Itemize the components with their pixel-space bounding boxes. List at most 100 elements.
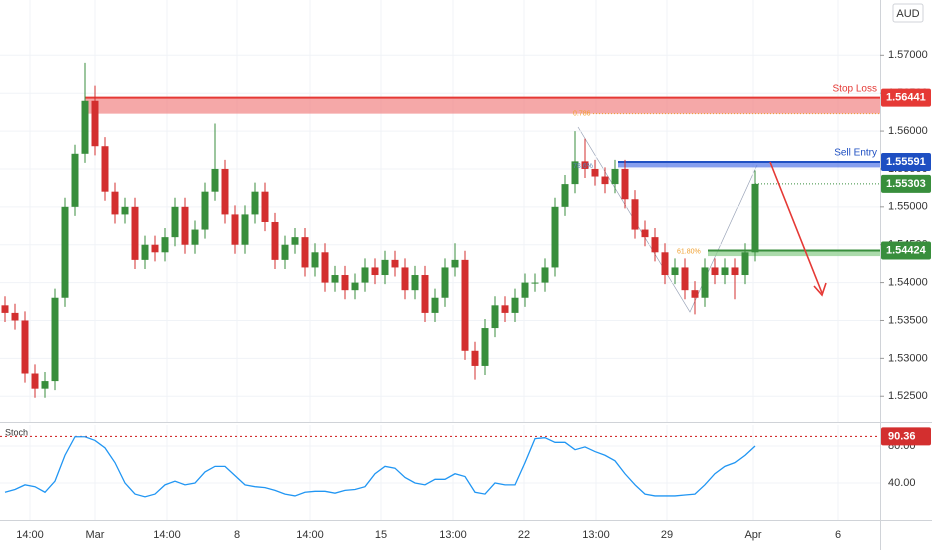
candle-body bbox=[711, 267, 719, 276]
candle-body bbox=[191, 229, 199, 245]
level-zone bbox=[618, 162, 880, 168]
candle-body bbox=[551, 206, 559, 268]
candle-body bbox=[161, 237, 169, 253]
x-tick-label: 13:00 bbox=[439, 529, 467, 541]
candle-body bbox=[301, 237, 309, 268]
candle-body bbox=[571, 161, 579, 185]
candle-body bbox=[351, 282, 359, 291]
price-label-box bbox=[881, 153, 931, 172]
candle-body bbox=[201, 191, 209, 230]
candle-body bbox=[721, 267, 729, 276]
candle-body bbox=[341, 275, 349, 291]
candle-body bbox=[451, 259, 459, 268]
candle-body bbox=[101, 146, 109, 192]
y-tick-label: 1.55000 bbox=[888, 201, 928, 213]
candle-body bbox=[431, 297, 439, 313]
y-tick-label: 1.52500 bbox=[888, 390, 928, 402]
candle-body bbox=[411, 275, 419, 291]
x-tick-label: 6 bbox=[835, 529, 841, 541]
price-label-box bbox=[881, 427, 931, 446]
stoch-title: Stoch bbox=[5, 427, 28, 437]
candle-body bbox=[111, 191, 119, 215]
candle-body bbox=[661, 252, 669, 276]
projection-arrow bbox=[769, 161, 823, 294]
candle-body bbox=[391, 259, 399, 268]
candle-body bbox=[271, 221, 279, 260]
candle-body bbox=[471, 350, 479, 366]
candle-body bbox=[121, 206, 129, 215]
y-tick-label: 1.57000 bbox=[888, 49, 928, 61]
candle-body bbox=[1, 305, 9, 313]
candle-body bbox=[481, 328, 489, 366]
candle-body bbox=[641, 229, 649, 238]
x-tick-label: 22 bbox=[518, 529, 530, 541]
fib-label: 78.6% bbox=[573, 163, 593, 170]
candle-body bbox=[681, 267, 689, 291]
stoch-line bbox=[4, 436, 756, 498]
candle-body bbox=[221, 168, 229, 215]
candle-body bbox=[361, 267, 369, 283]
candle-body bbox=[531, 282, 539, 284]
candle-body bbox=[311, 252, 319, 268]
price-label-box bbox=[881, 174, 931, 193]
level-zone bbox=[85, 97, 880, 114]
price-label: 1.56441 bbox=[886, 92, 926, 104]
candle-body bbox=[231, 214, 239, 245]
candle-body bbox=[381, 259, 389, 276]
candle-body bbox=[631, 199, 639, 230]
y-tick-label: 1.53500 bbox=[888, 314, 928, 326]
candle-body bbox=[91, 100, 99, 147]
x-tick-label: 29 bbox=[661, 529, 673, 541]
candle-body bbox=[251, 191, 259, 215]
candle-body bbox=[461, 259, 469, 351]
x-tick-label: Apr bbox=[744, 529, 761, 541]
candle-body bbox=[331, 275, 339, 283]
x-tick-label: 14:00 bbox=[153, 529, 181, 541]
candle-body bbox=[371, 267, 379, 276]
candle-body bbox=[11, 312, 19, 321]
x-tick-label: 14:00 bbox=[296, 529, 324, 541]
x-tick-label: 14:00 bbox=[16, 529, 44, 541]
x-tick-label: 15 bbox=[375, 529, 387, 541]
candle-body bbox=[581, 161, 589, 169]
candle-body bbox=[281, 244, 289, 260]
fib-label: 0.786 bbox=[573, 110, 591, 117]
level-zone bbox=[708, 250, 880, 257]
candle-body bbox=[31, 373, 39, 389]
price-label: 1.55303 bbox=[886, 178, 926, 190]
candle-body bbox=[541, 267, 549, 283]
arrow-head bbox=[813, 282, 827, 297]
candle-body bbox=[501, 305, 509, 313]
candle-body bbox=[591, 168, 599, 177]
candle-body bbox=[21, 320, 29, 374]
candle-body bbox=[41, 381, 49, 389]
y-tick-label: 1.56000 bbox=[888, 125, 928, 137]
candle-body bbox=[691, 290, 699, 298]
candle-body bbox=[151, 244, 159, 253]
candle-body bbox=[241, 214, 249, 245]
candle-body bbox=[491, 305, 499, 329]
candle-body bbox=[511, 297, 519, 313]
candle-body bbox=[611, 168, 619, 185]
candle-body bbox=[321, 252, 329, 283]
candle-body bbox=[601, 176, 609, 185]
candle-body bbox=[441, 267, 449, 298]
candle-body bbox=[731, 267, 739, 276]
candle-body bbox=[741, 252, 749, 276]
currency-box[interactable] bbox=[892, 3, 924, 23]
y-tick-label: 40.00 bbox=[888, 477, 916, 489]
price-label-box bbox=[881, 88, 931, 107]
candle-body bbox=[671, 267, 679, 276]
candle-body bbox=[61, 206, 69, 298]
price-label: 90.36 bbox=[888, 430, 916, 442]
candle-body bbox=[521, 282, 529, 298]
candle-body bbox=[421, 275, 429, 313]
level-label: Stop Loss bbox=[833, 83, 877, 94]
candle-body bbox=[751, 183, 759, 253]
candle-body bbox=[51, 297, 59, 382]
x-tick-label: Mar bbox=[86, 529, 105, 541]
candle-body bbox=[621, 168, 629, 200]
candle-body bbox=[171, 206, 179, 238]
x-tick-label: 13:00 bbox=[582, 529, 610, 541]
